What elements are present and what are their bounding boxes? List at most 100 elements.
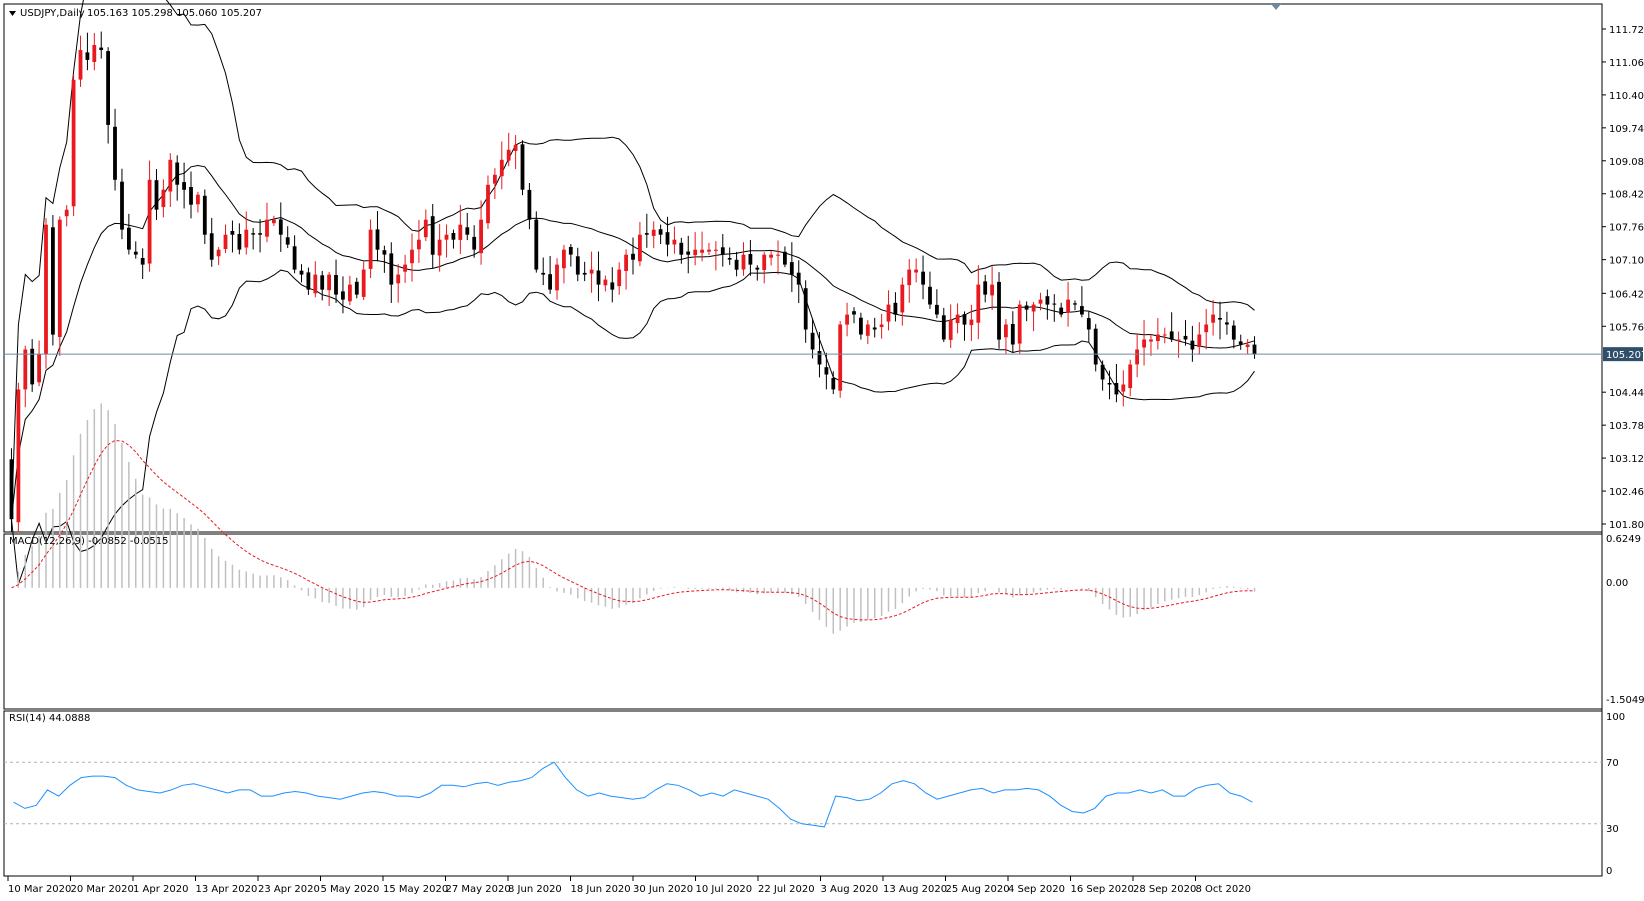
price-tick-label: 111.720 xyxy=(1609,25,1644,36)
candle-body xyxy=(327,274,331,291)
candle-body xyxy=(113,126,117,180)
candle-body xyxy=(1059,307,1064,315)
macd-panel-frame xyxy=(3,533,1603,710)
macd-title: MACD(12,26,9) -0.0852 -0.0515 xyxy=(9,536,169,547)
candle-body xyxy=(375,229,380,250)
candle-body xyxy=(313,274,318,294)
candle-body xyxy=(202,195,207,235)
candle-body xyxy=(734,259,739,270)
candle-body xyxy=(168,159,173,192)
candle-body xyxy=(527,189,532,220)
candle-body xyxy=(154,180,159,210)
candle-body xyxy=(223,234,228,249)
time-tick-label: 22 Jul 2020 xyxy=(758,884,815,895)
rsi-line xyxy=(13,761,1253,828)
time-tick-label: 28 Sep 2020 xyxy=(1133,884,1196,895)
candle-body xyxy=(382,250,387,255)
candle-body xyxy=(1225,322,1229,325)
candle-body xyxy=(1038,299,1043,304)
candle-body xyxy=(928,286,932,305)
candle-body xyxy=(1080,306,1084,315)
candle-body xyxy=(1252,344,1257,355)
candle-body xyxy=(161,189,166,208)
time-tick-label: 15 May 2020 xyxy=(383,884,448,895)
candle-body xyxy=(1245,344,1250,348)
candle-body xyxy=(548,274,552,290)
candle-body xyxy=(769,254,773,258)
candle-body xyxy=(700,249,704,253)
candle-body xyxy=(1066,299,1070,313)
candle-body xyxy=(520,144,525,190)
candle-body xyxy=(85,52,90,60)
candle-body xyxy=(106,51,110,125)
candle-body xyxy=(71,79,76,207)
candle-body xyxy=(182,182,186,190)
chart-shift-marker-icon[interactable] xyxy=(1271,4,1281,10)
time-tick-label: 18 Jun 2020 xyxy=(571,884,631,895)
candle-body xyxy=(320,275,325,290)
price-tick-label: 104.445 xyxy=(1609,388,1644,399)
time-tick-label: 8 Jun 2020 xyxy=(508,884,562,895)
bollinger-upper-band xyxy=(11,0,1255,520)
time-axis: 10 Mar 2020 20 Mar 2020 1 Apr 2020 13 Apr 2… xyxy=(7,876,1251,895)
candle-body xyxy=(1073,303,1077,305)
time-tick-label: 3 Aug 2020 xyxy=(821,884,879,895)
candle-body xyxy=(872,327,877,330)
rsi-tick-30: 30 xyxy=(1606,824,1619,835)
candle-body xyxy=(914,269,918,273)
candle-body xyxy=(57,219,62,337)
candle-body xyxy=(140,258,145,265)
candle-body xyxy=(423,219,428,238)
candle-body xyxy=(644,233,649,235)
bollinger-middle-band xyxy=(11,164,1255,520)
candle-body xyxy=(258,233,262,235)
time-tick-label: 13 Apr 2020 xyxy=(196,884,258,895)
price-tick-label: 110.400 xyxy=(1609,91,1644,102)
time-tick-label: 1 Apr 2020 xyxy=(133,884,188,895)
candle-body xyxy=(562,249,566,269)
candle-body xyxy=(707,249,711,252)
candle-body xyxy=(306,272,311,290)
candle-body xyxy=(824,367,829,375)
candle-body xyxy=(686,251,691,255)
candle-body xyxy=(1017,304,1022,344)
candle-body xyxy=(534,219,539,270)
candle-body xyxy=(1142,339,1146,348)
candle-body xyxy=(230,231,235,235)
price-tick-label: 109.080 xyxy=(1609,157,1644,168)
candle-body xyxy=(30,348,35,385)
main-price-layer xyxy=(4,0,1602,585)
candle-body xyxy=(1169,331,1174,340)
candle-body xyxy=(796,272,801,285)
candle-body xyxy=(244,229,249,248)
candle-body xyxy=(272,219,276,224)
candle-body xyxy=(292,246,297,270)
candle-body xyxy=(776,254,780,256)
candle-body xyxy=(865,324,870,336)
price-tick-label: 102.465 xyxy=(1609,487,1644,498)
candle-body xyxy=(1045,296,1050,305)
macd-signal-line xyxy=(11,439,1255,621)
candle-body xyxy=(506,149,511,161)
candle-body xyxy=(941,315,946,340)
collapse-triangle-icon[interactable] xyxy=(9,11,16,16)
time-tick-label: 13 Aug 2020 xyxy=(883,884,947,895)
candle-body xyxy=(1162,334,1167,336)
candle-body xyxy=(617,269,622,287)
candle-body xyxy=(1156,334,1160,341)
candle-body xyxy=(555,264,559,291)
candle-body xyxy=(603,279,608,286)
candle-body xyxy=(1052,303,1057,305)
candle-body xyxy=(893,302,898,315)
candle-body xyxy=(907,269,912,286)
candle-body xyxy=(997,281,1001,340)
candle-body xyxy=(396,274,401,284)
candle-body xyxy=(1121,384,1126,392)
candle-body xyxy=(147,179,152,264)
candle-body xyxy=(1183,335,1188,340)
candle-body xyxy=(1218,318,1222,320)
price-tick-label: 108.420 xyxy=(1609,190,1644,201)
candle-body xyxy=(465,227,470,235)
main-panel-frame xyxy=(3,3,1603,533)
